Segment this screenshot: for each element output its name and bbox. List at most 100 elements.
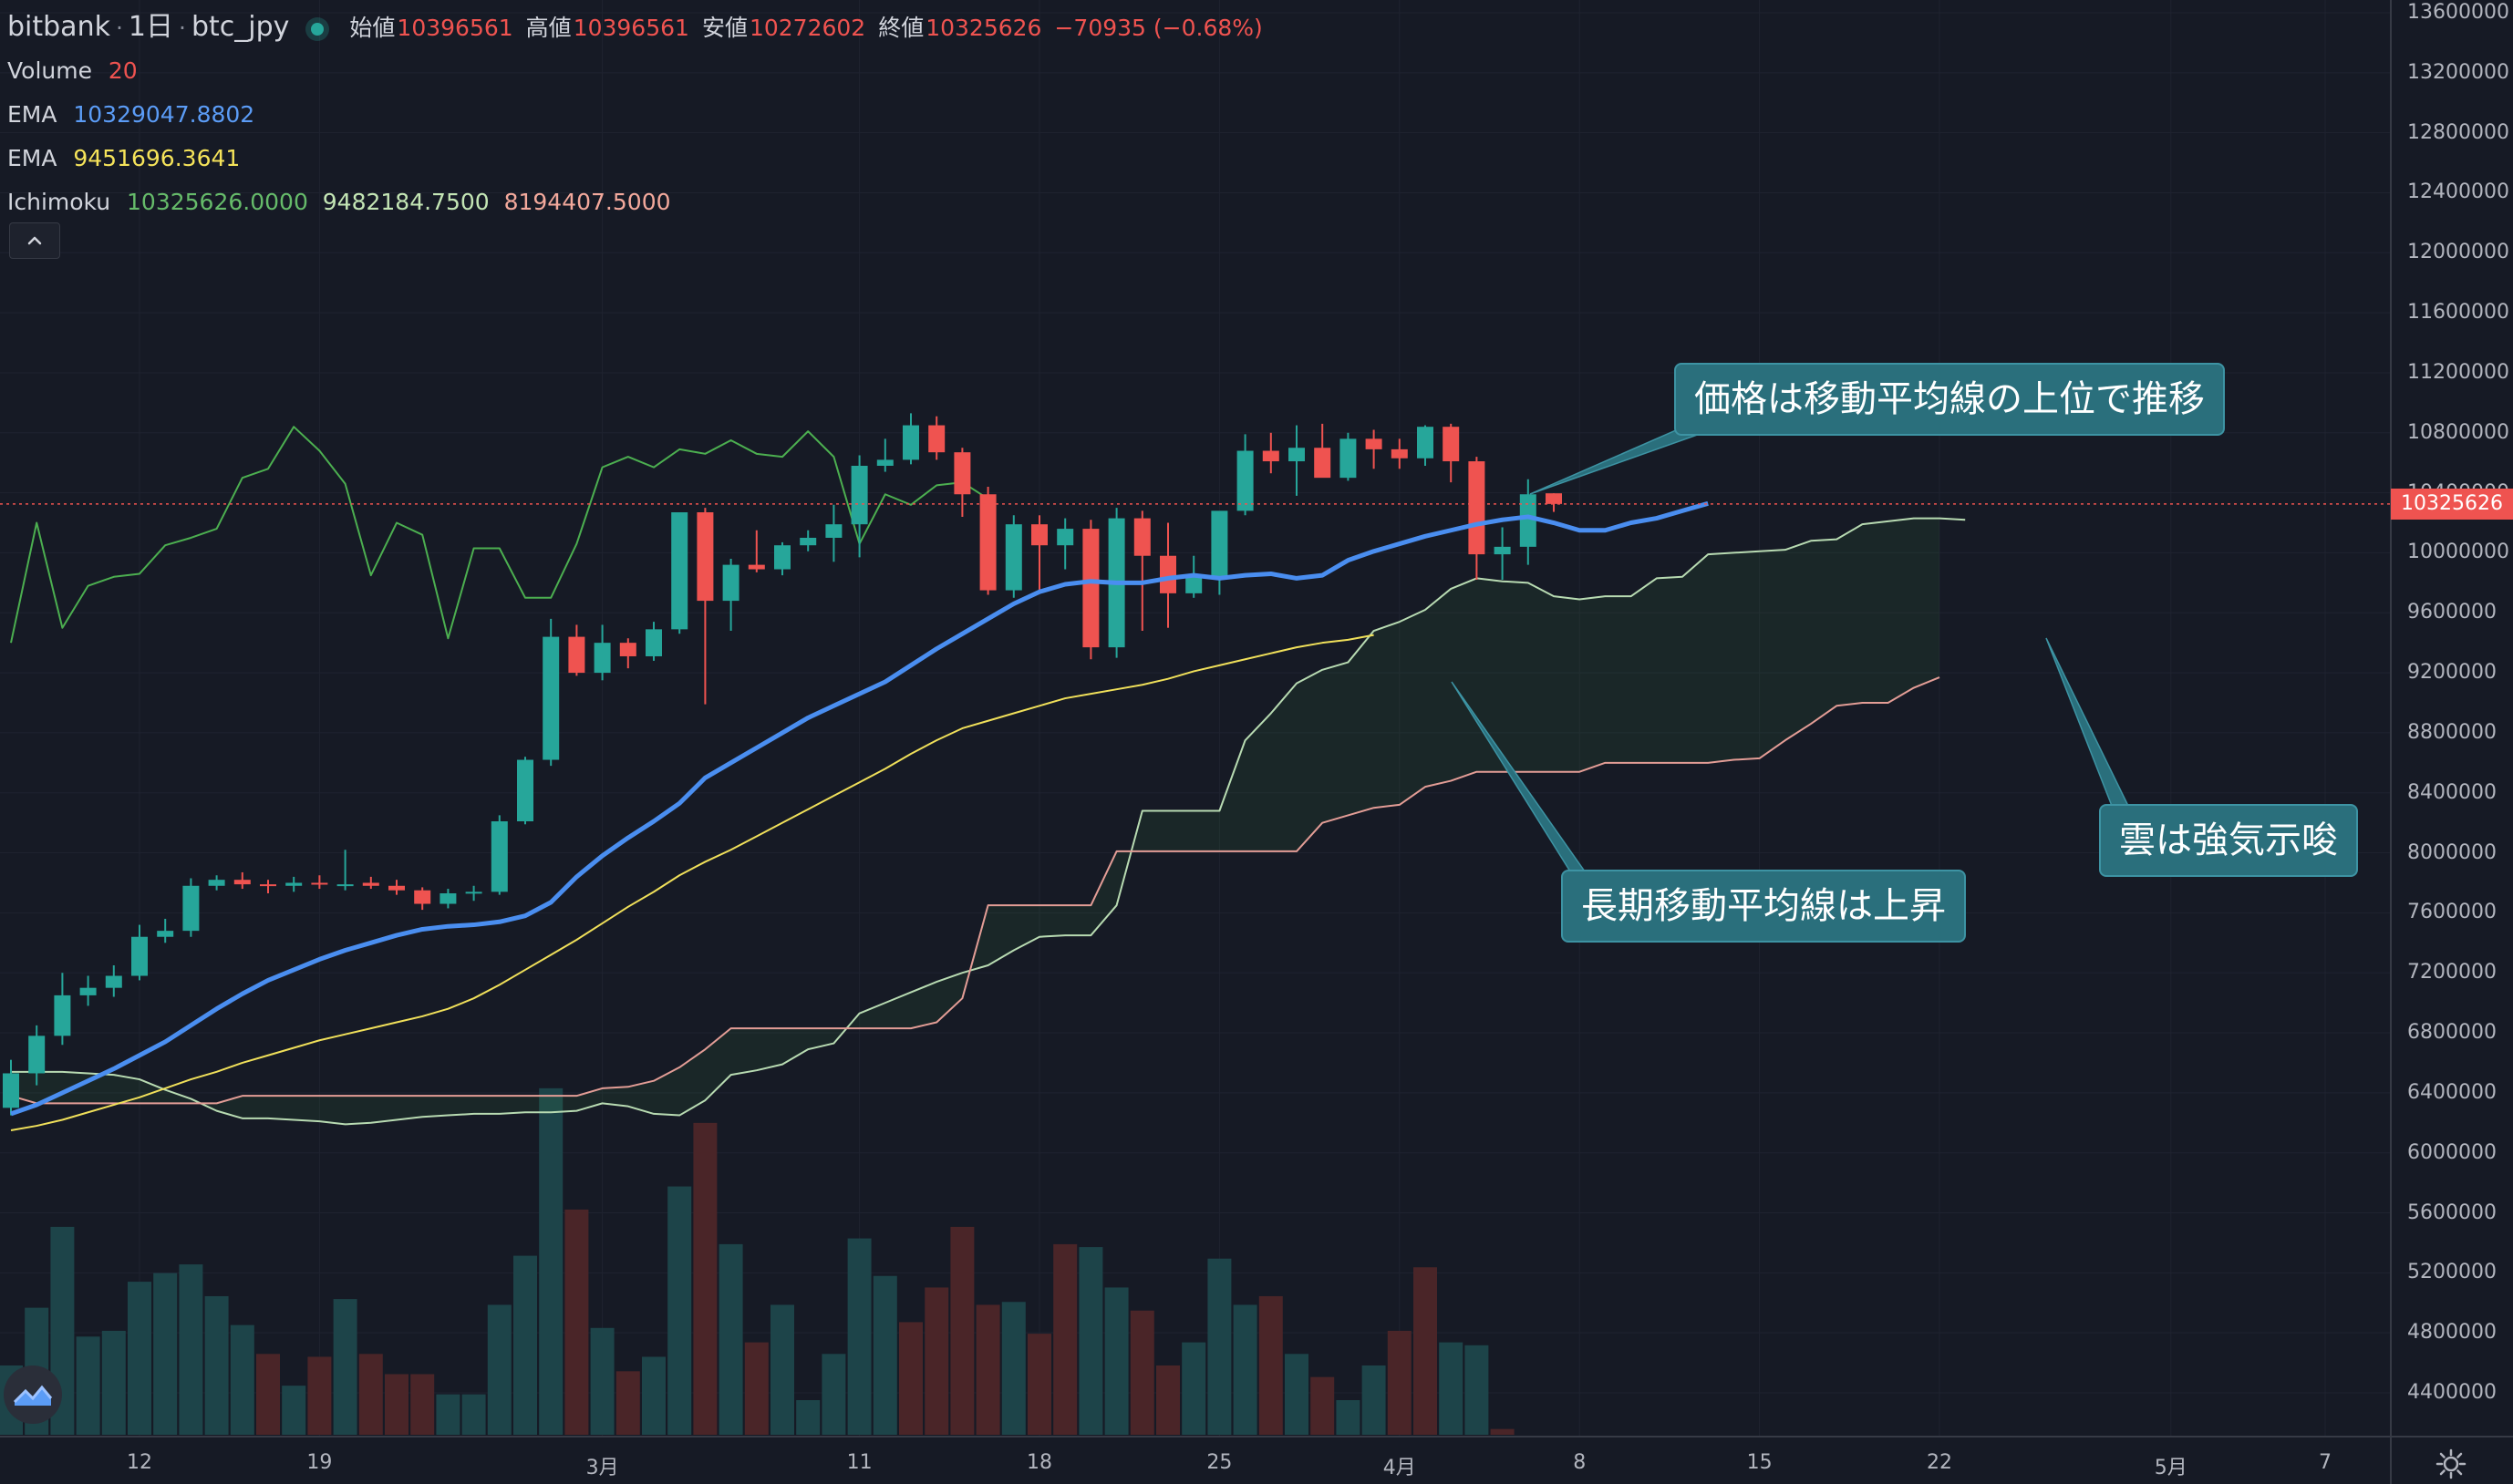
grid-lines <box>0 0 2391 1437</box>
candlestick-series <box>3 413 1562 1116</box>
volume-bar <box>847 1238 872 1435</box>
time-axis-label: 12 <box>127 1451 152 1474</box>
volume-bar <box>333 1299 357 1435</box>
time-axis-label: 4月 <box>1382 1457 1416 1479</box>
volume-bar <box>1285 1354 1308 1435</box>
callout-cloud-bullish[interactable]: 雲は強気示唆 <box>2099 804 2358 877</box>
ichimoku-span-b-line <box>10 676 1940 1105</box>
candle-body <box>671 512 688 630</box>
time-axis-label: 19 <box>306 1451 333 1474</box>
legend-ichimoku-row[interactable]: Ichimoku 10325626.0000 9482184.7500 8194… <box>7 180 1276 224</box>
candle-body <box>285 882 303 886</box>
candle-body <box>1417 427 1433 459</box>
candle-body <box>182 885 200 932</box>
candle-body <box>1519 494 1536 547</box>
candle-body <box>825 524 843 538</box>
legend-pair[interactable]: btc_jpy <box>191 11 290 43</box>
candle-body <box>1133 518 1151 556</box>
time-axis-label: 5月 <box>2154 1457 2187 1479</box>
candle-body <box>1005 524 1022 591</box>
collapse-legend-button[interactable] <box>9 222 60 259</box>
legend-separator: · <box>179 15 186 41</box>
ema-slow-line <box>10 634 1374 1131</box>
volume-bar <box>770 1304 794 1435</box>
legend-close-value: 10325626 <box>926 15 1042 41</box>
candle-body <box>105 975 122 988</box>
legend-low-value: 10272602 <box>749 15 866 41</box>
candle-body <box>1031 524 1048 546</box>
price-axis-label: 4400000 <box>2407 1381 2497 1404</box>
mountain-icon <box>13 1385 53 1406</box>
legend-ema-slow-value: 9451696.3641 <box>73 145 241 171</box>
time-axis-label: 3月 <box>585 1457 619 1479</box>
candle-body <box>491 821 508 892</box>
volume-bar <box>1413 1267 1437 1435</box>
time-axis-label: 8 <box>1573 1451 1587 1474</box>
candle-body <box>646 629 662 656</box>
volume-bar <box>436 1394 460 1435</box>
callout-long-ma-rising[interactable]: 長期移動平均線は上昇 <box>1561 870 1966 943</box>
volume-bar <box>873 1275 897 1435</box>
settings-gear-icon[interactable] <box>2435 1448 2467 1480</box>
candle-body <box>1443 427 1460 462</box>
candle-body <box>1185 576 1203 593</box>
legend-low-label: 安値 <box>701 15 748 41</box>
volume-bar <box>1156 1365 1180 1435</box>
legend-ema-slow-row[interactable]: EMA 9451696.3641 <box>7 137 1276 180</box>
legend-volume-row[interactable]: Volume 20 <box>7 49 1276 93</box>
volume-bar <box>1387 1330 1412 1435</box>
volume-bar <box>564 1209 589 1435</box>
volume-bar <box>128 1282 151 1435</box>
volume-bar <box>590 1327 615 1435</box>
legend-ema-fast-row[interactable]: EMA 10329047.8802 <box>7 93 1276 137</box>
volume-bar <box>539 1087 564 1435</box>
volume-bar <box>796 1399 821 1435</box>
candle-body <box>1468 461 1485 555</box>
legend-ema-slow-label: EMA <box>7 145 57 171</box>
candle-body <box>697 512 714 602</box>
volume-bar <box>1258 1295 1283 1435</box>
candle-body <box>336 884 354 887</box>
legend-symbol[interactable]: bitbank <box>7 11 110 43</box>
candle-body <box>568 636 585 674</box>
legend-ichimoku-value-3: 8194407.5000 <box>503 189 671 215</box>
candle-body <box>157 931 174 937</box>
candle-body <box>1314 448 1331 479</box>
ichimoku-span-a-line <box>11 517 1966 1126</box>
volume-bar <box>693 1122 718 1435</box>
price-axis-label: 6000000 <box>2407 1140 2497 1164</box>
legend-interval[interactable]: 1日 <box>128 11 174 43</box>
candle-body <box>1236 450 1254 511</box>
price-axis-label: 10000000 <box>2407 541 2509 564</box>
callout-price-above-ma[interactable]: 価格は移動平均線の上位で推移 <box>1674 363 2225 436</box>
volume-bar <box>179 1264 203 1435</box>
current-price-tag: 10325626 <box>2391 489 2513 520</box>
volume-bar <box>410 1374 435 1435</box>
volume-bar <box>1130 1310 1154 1435</box>
volume-bar <box>1464 1345 1489 1435</box>
time-axis-label: 22 <box>1927 1451 1952 1474</box>
legend-high-label: 高値 <box>525 15 572 41</box>
volume-bar <box>385 1374 408 1435</box>
price-axis-label: 6400000 <box>2407 1080 2497 1104</box>
price-axis-label: 12400000 <box>2407 180 2509 204</box>
price-axis-label: 13600000 <box>2407 1 2509 24</box>
candle-body <box>362 882 379 886</box>
legend-ohlc-row: bitbank · 1日 · btc_jpy 始値10396561 高値10396561 安値… <box>7 5 1276 49</box>
candle-body <box>1339 438 1357 479</box>
time-axis-label: 18 <box>1027 1451 1052 1474</box>
candle-body <box>465 891 482 894</box>
volume-bar <box>487 1304 512 1435</box>
legend-high-value: 10396561 <box>573 15 689 41</box>
legend-ichimoku-label: Ichimoku <box>7 189 111 215</box>
volume-bar <box>307 1356 332 1435</box>
legend-ichimoku-value-1: 10325626.0000 <box>127 189 308 215</box>
candle-body <box>208 880 225 886</box>
price-axis-label: 9200000 <box>2407 661 2497 685</box>
tradingview-logo-icon[interactable] <box>4 1365 62 1424</box>
volume-bar <box>719 1243 743 1435</box>
legend-ema-fast-value: 10329047.8802 <box>73 101 255 128</box>
candle-body <box>800 537 817 546</box>
